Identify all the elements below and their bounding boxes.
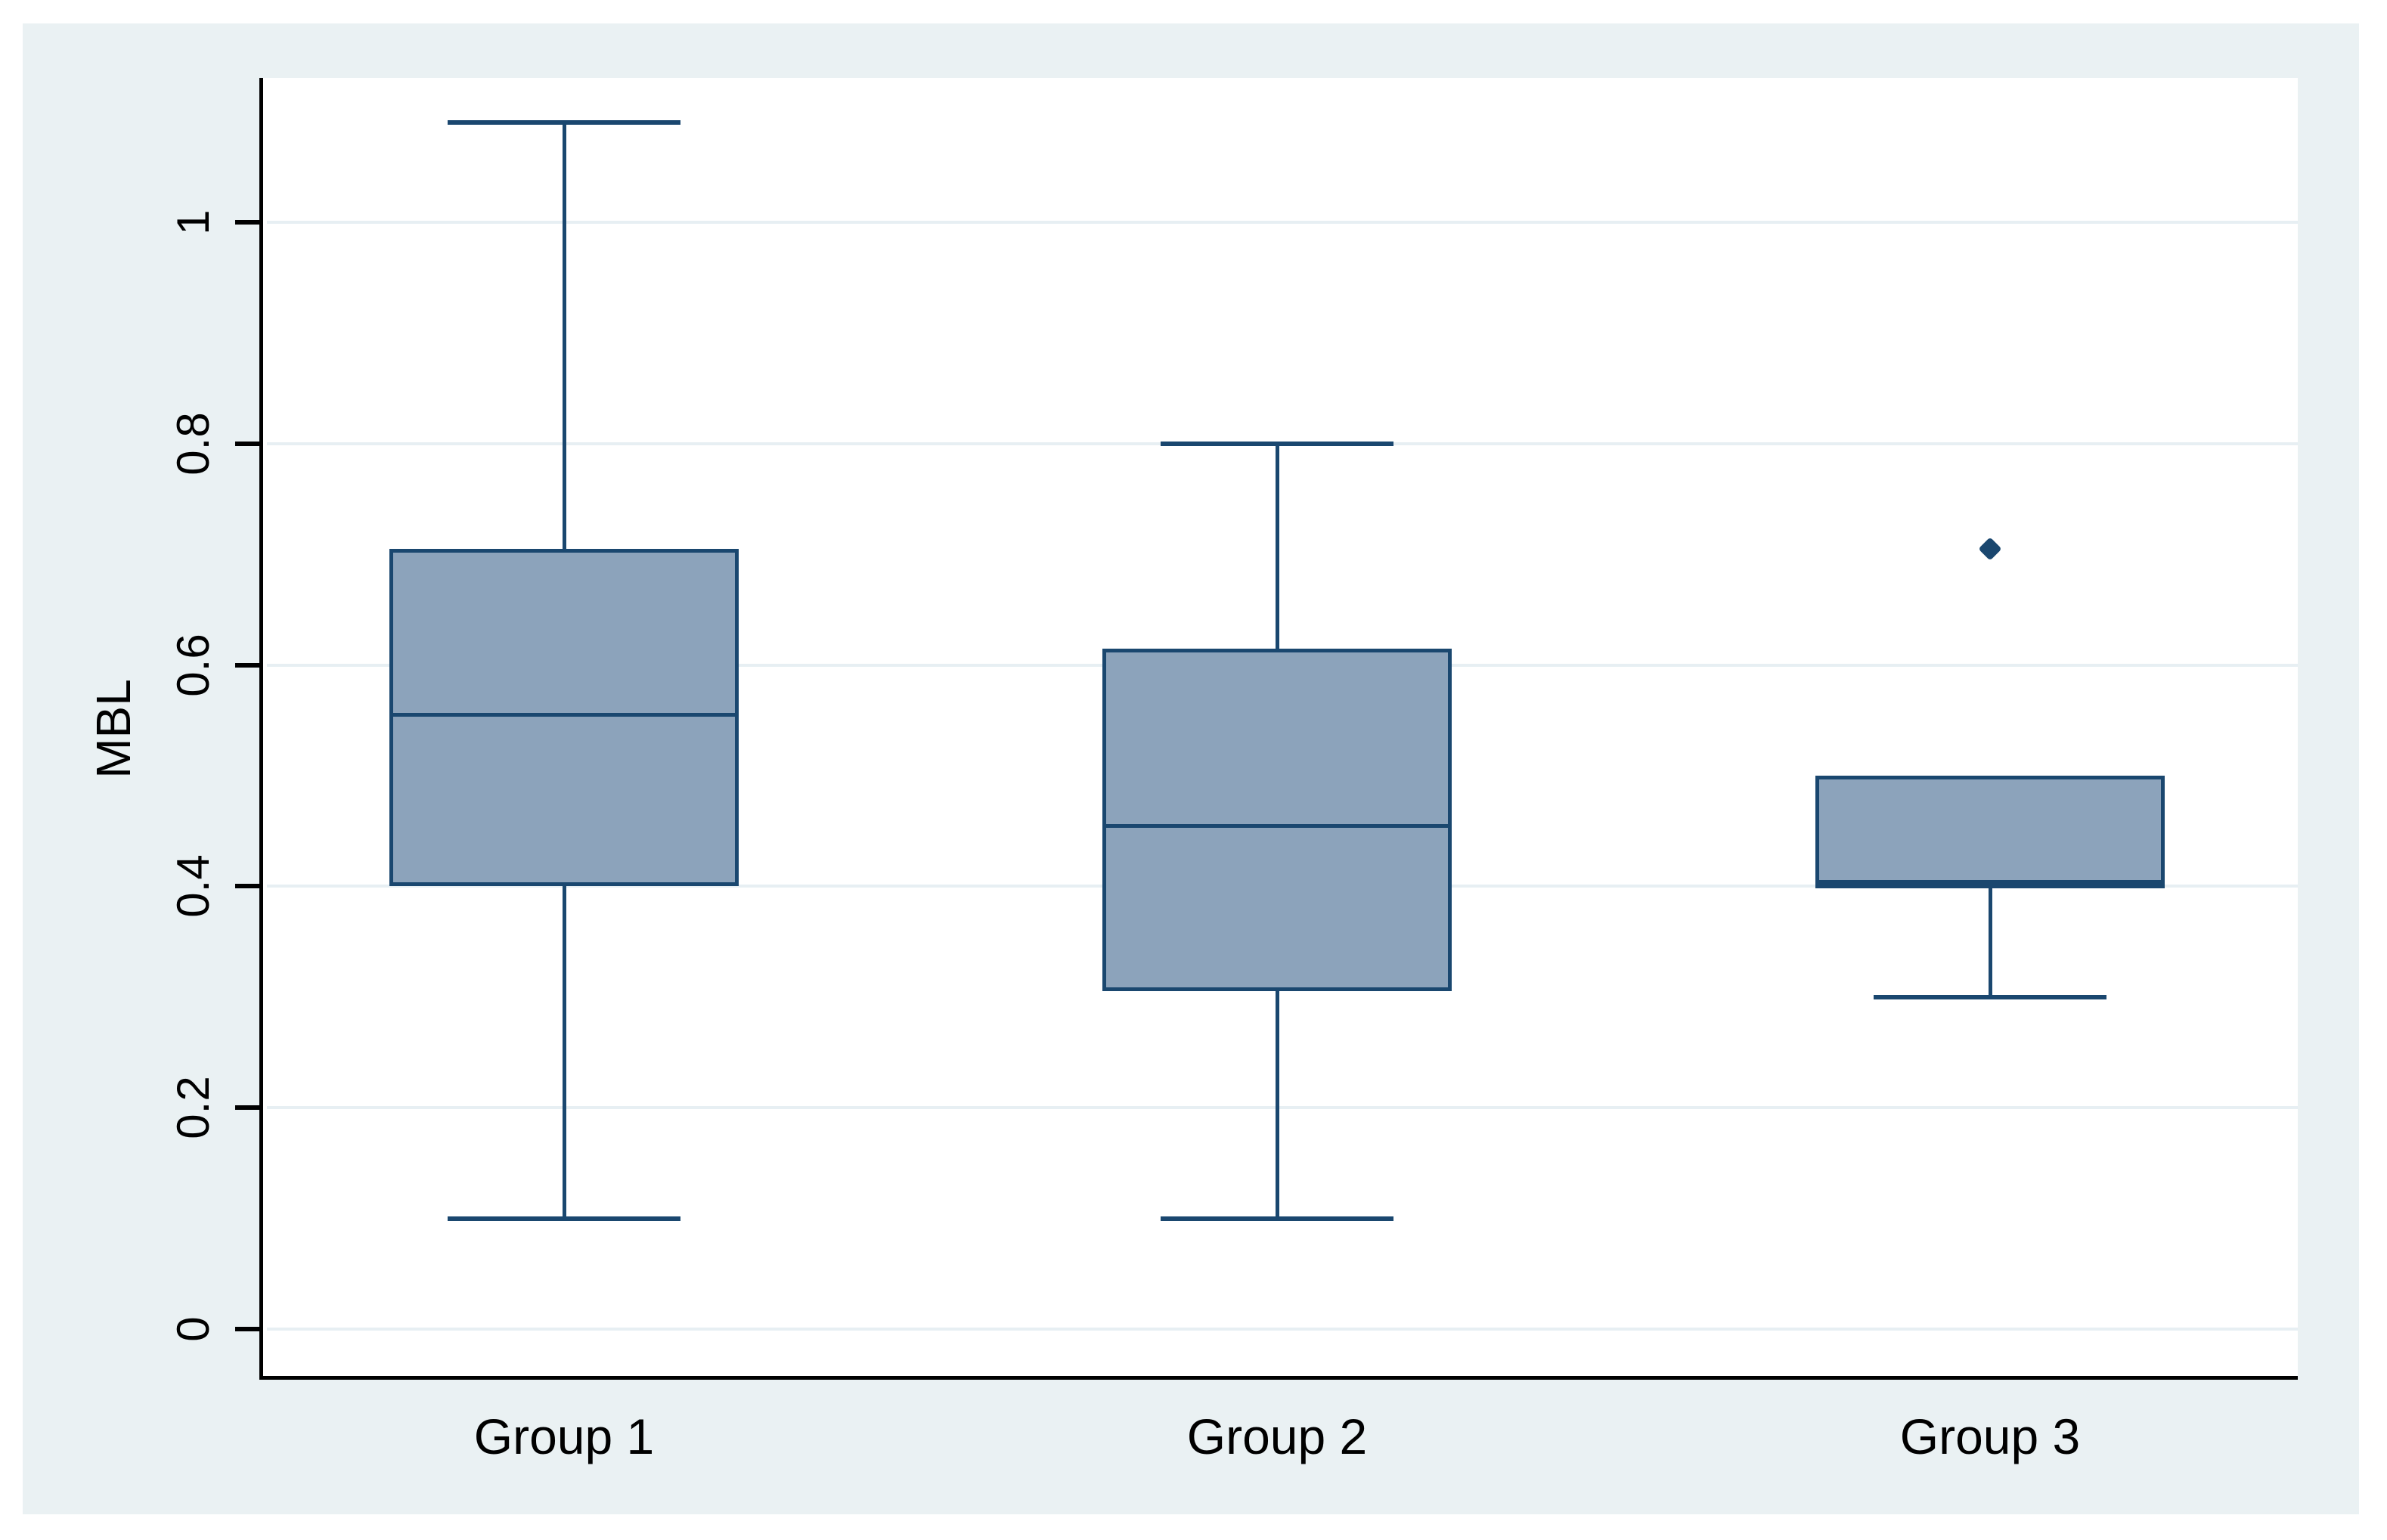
upper-whisker-cap bbox=[448, 120, 680, 125]
box-iqr bbox=[389, 549, 739, 886]
upper-whisker-stem bbox=[1276, 444, 1279, 649]
y-gridline bbox=[267, 1106, 2298, 1109]
box-iqr bbox=[1102, 649, 1452, 991]
x-category-label: Group 3 bbox=[1899, 1408, 2081, 1464]
x-category-label: Group 2 bbox=[1186, 1408, 1368, 1464]
x-category-label: Group 1 bbox=[473, 1408, 655, 1464]
y-tick-label: 0.4 bbox=[167, 854, 219, 918]
y-axis-tick bbox=[235, 220, 259, 225]
lower-whisker-stem bbox=[563, 886, 566, 1219]
y-gridline bbox=[267, 1328, 2298, 1331]
y-axis-tick bbox=[235, 1105, 259, 1110]
y-tick-label: 0.8 bbox=[167, 412, 219, 476]
y-axis-tick bbox=[235, 442, 259, 446]
y-tick-label: 0.6 bbox=[167, 634, 219, 697]
median-line bbox=[1106, 824, 1448, 828]
lower-whisker-cap bbox=[448, 1216, 680, 1221]
upper-whisker-cap bbox=[1161, 442, 1393, 446]
y-axis-tick bbox=[235, 663, 259, 668]
y-axis-tick bbox=[235, 884, 259, 888]
box-iqr bbox=[1815, 776, 2165, 886]
lower-whisker-cap bbox=[1874, 995, 2106, 999]
lower-whisker-stem bbox=[1989, 886, 1992, 997]
y-tick-label: 0.2 bbox=[167, 1076, 219, 1139]
y-tick-label: 0 bbox=[167, 1316, 219, 1342]
median-line bbox=[393, 713, 735, 717]
lower-whisker-stem bbox=[1276, 991, 1279, 1219]
upper-whisker-stem bbox=[563, 122, 566, 549]
y-tick-label: 1 bbox=[167, 209, 219, 235]
y-gridline bbox=[267, 221, 2298, 224]
y-axis-tick bbox=[235, 1327, 259, 1331]
median-line bbox=[1815, 880, 2165, 888]
lower-whisker-cap bbox=[1161, 1216, 1393, 1221]
